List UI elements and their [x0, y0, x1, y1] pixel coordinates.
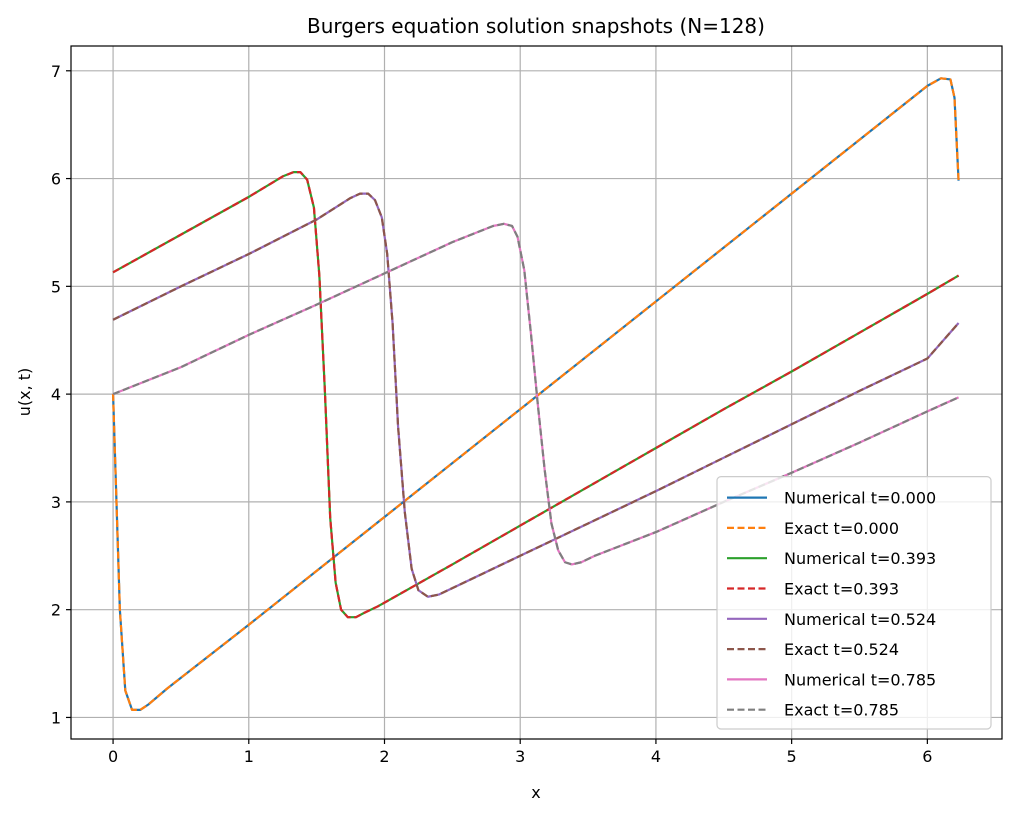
x-tick-label: 4	[651, 747, 661, 766]
legend-label: Numerical t=0.785	[784, 670, 936, 689]
legend-label: Exact t=0.393	[784, 580, 899, 599]
legend-label: Numerical t=0.524	[784, 610, 936, 629]
y-tick-label: 2	[51, 601, 61, 620]
series-line-6	[112, 192, 960, 598]
y-tick-label: 3	[51, 493, 61, 512]
y-tick-label: 5	[51, 277, 61, 296]
legend-label: Exact t=0.524	[784, 640, 899, 659]
series-line-8	[112, 222, 960, 566]
legend-label: Numerical t=0.393	[784, 549, 936, 568]
y-tick-label: 1	[51, 708, 61, 727]
x-tick-label: 2	[379, 747, 389, 766]
legend-label: Exact t=0.785	[784, 701, 899, 720]
x-tick-label: 1	[244, 747, 254, 766]
legend-box	[716, 476, 992, 730]
y-tick-label: 6	[51, 170, 61, 189]
x-tick-label: 3	[515, 747, 525, 766]
y-tick-label: 4	[51, 385, 61, 404]
legend-label: Exact t=0.000	[784, 519, 899, 538]
ticks-layer: 0 1 2 3 4 5 6 1 2 3 4 5 6 7	[51, 62, 933, 766]
series-layer	[111, 77, 960, 712]
y-tick-label: 7	[51, 62, 61, 81]
y-axis-label: u(x, t)	[15, 368, 34, 417]
plot-frame	[70, 45, 1003, 740]
x-tick-label: 5	[787, 747, 797, 766]
legend-label: Numerical t=0.000	[784, 489, 936, 508]
x-tick-label: 0	[108, 747, 118, 766]
series-line-2	[111, 77, 960, 712]
series-line-4	[112, 171, 960, 619]
legend: Numerical t=0.000 Exact t=0.000 Numerical …	[716, 476, 992, 730]
x-axis-label: x	[531, 783, 540, 802]
x-tick-label: 6	[922, 747, 932, 766]
chart-title: Burgers equation solution snapshots (N=1…	[307, 14, 765, 38]
